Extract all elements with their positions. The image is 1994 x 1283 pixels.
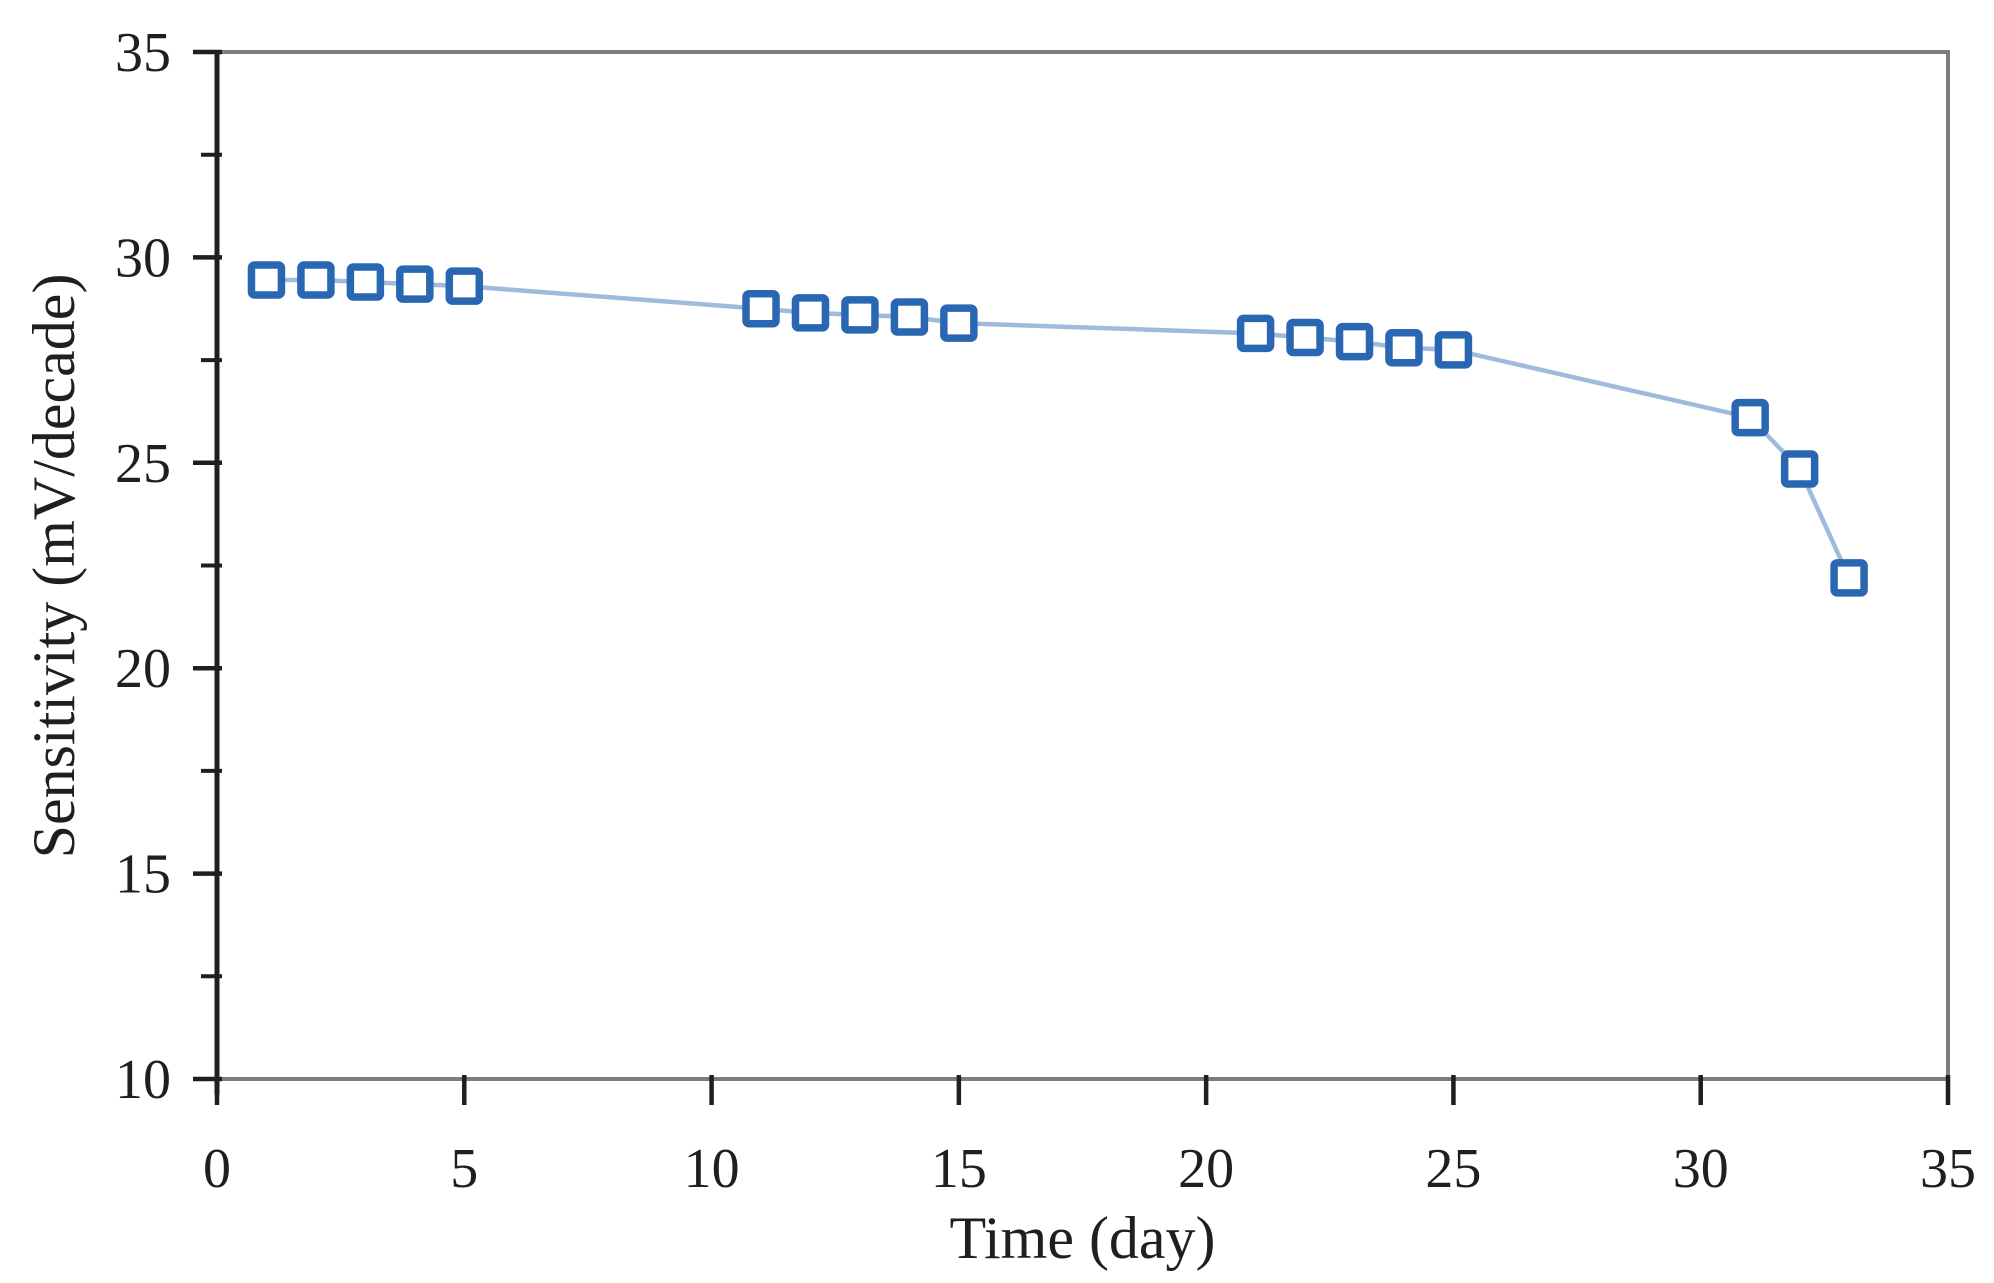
data-point-marker <box>890 298 929 336</box>
data-point-marker <box>247 261 286 299</box>
x-tick-label: 10 <box>684 1138 740 1200</box>
data-point-marker <box>742 290 780 328</box>
data-point-marker <box>841 296 879 334</box>
y-axis-title: Sensitivity (mV/decade) <box>21 273 87 859</box>
data-point-marker <box>1286 318 1324 357</box>
data-point-marker <box>791 294 830 332</box>
x-tick-label: 25 <box>1425 1138 1481 1200</box>
x-tick-label: 0 <box>203 1138 231 1200</box>
data-point-marker <box>445 267 484 305</box>
x-tick-label: 30 <box>1673 1138 1729 1200</box>
data-point-marker <box>1434 331 1473 369</box>
data-point-marker <box>940 304 978 342</box>
plot-frame <box>215 50 1950 1081</box>
y-tick-label: 10 <box>115 1049 171 1111</box>
x-tick-label: 35 <box>1920 1138 1976 1200</box>
data-point-marker <box>1236 314 1275 353</box>
data-point-marker <box>1780 450 1819 488</box>
x-tick-label: 15 <box>931 1138 987 1200</box>
x-tick-label: 20 <box>1178 1138 1234 1200</box>
data-point-marker <box>396 265 434 303</box>
data-point-marker <box>297 261 335 299</box>
y-tick-label: 20 <box>115 638 171 700</box>
y-tick-label: 25 <box>115 433 171 495</box>
y-tick-label: 30 <box>115 227 171 289</box>
x-tick-label: 5 <box>450 1138 478 1200</box>
series-line <box>266 277 1852 579</box>
x-axis-title: Time (day) <box>949 1205 1216 1271</box>
y-tick-label: 35 <box>115 22 171 84</box>
data-point-marker <box>1830 559 1868 597</box>
y-tick-label: 15 <box>115 844 171 906</box>
data-point-marker <box>1731 398 1769 437</box>
data-point-marker <box>1385 329 1423 367</box>
data-point-marker <box>1335 322 1374 361</box>
data-point-marker <box>346 263 385 301</box>
